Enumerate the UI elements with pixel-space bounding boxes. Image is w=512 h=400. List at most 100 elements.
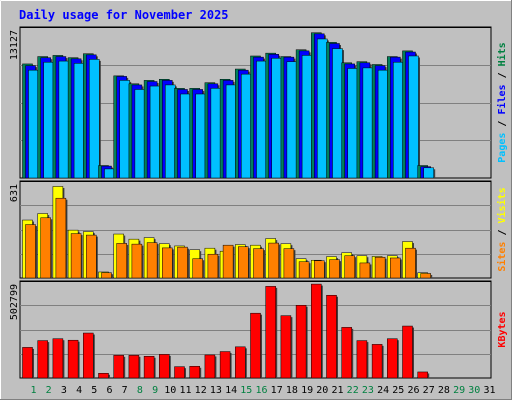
bar-pages-day-23	[362, 67, 374, 179]
bar-pages-day-20	[317, 38, 328, 179]
bar-sites-day-10	[162, 247, 173, 279]
x-tick-label: 13	[210, 385, 222, 396]
bar-sites-day-19	[298, 261, 310, 279]
bar-kbytes-day-10	[159, 354, 170, 379]
max-value-label: 631	[9, 184, 20, 202]
x-tick-label: 30	[468, 385, 480, 396]
bar-kbytes-day-26	[402, 325, 413, 379]
x-tick-label: 17	[271, 385, 283, 396]
x-tick-label: 19	[301, 385, 313, 396]
bar-pages-day-9	[149, 85, 161, 179]
x-tick-label: 27	[423, 385, 435, 396]
bar-sites-day-17	[268, 242, 279, 279]
legend-sites-visits: Sites / Visits	[496, 187, 508, 271]
bar-kbytes-day-22	[341, 327, 352, 379]
legend-entry: Sites	[496, 242, 508, 272]
legend-kbytes: KBytes	[497, 311, 508, 347]
legend-entry: Pages	[497, 133, 508, 163]
bar-pages-day-4	[73, 63, 85, 179]
bar-kbytes-day-17	[265, 286, 276, 379]
bar-kbytes-day-4	[67, 339, 79, 379]
bar-sites-day-24	[374, 256, 386, 279]
bar-sites-day-4	[70, 233, 82, 279]
bar-sites-day-16	[253, 248, 264, 279]
bar-kbytes-day-5	[83, 332, 94, 379]
bar-pages-day-12	[195, 93, 206, 179]
legend-pages-files-hits: Pages / Files / Hits	[496, 42, 508, 162]
bar-pages-day-10	[165, 84, 176, 179]
legend-entry: KBytes	[497, 311, 508, 347]
bar-kbytes-day-11	[174, 366, 185, 379]
bar-pages-day-21	[332, 48, 343, 179]
bar-pages-day-17	[271, 58, 282, 179]
legend-entry: Files	[496, 84, 508, 114]
legend-entry: Visits	[496, 187, 508, 223]
bar-pages-day-26	[408, 55, 419, 179]
bar-pages-day-13	[210, 88, 222, 179]
bar-kbytes-day-18	[280, 315, 292, 379]
max-value-label: 13127	[9, 30, 20, 60]
x-tick-label: 21	[331, 385, 343, 396]
x-tick-label: 5	[91, 385, 97, 396]
x-tick-label: 1	[30, 385, 36, 396]
bar-pages-day-14	[225, 84, 237, 179]
bar-pages-day-11	[180, 93, 191, 179]
x-tick-label: 22	[347, 385, 359, 396]
legend-separator: /	[497, 66, 508, 84]
x-tick-label: 6	[106, 385, 112, 396]
bar-sites-day-3	[55, 197, 67, 279]
bar-pages-day-6	[104, 168, 115, 179]
bar-pages-day-7	[119, 80, 130, 179]
bar-sites-day-9	[146, 242, 158, 279]
bar-sites-day-7	[116, 243, 127, 279]
bar-pages-day-18	[286, 61, 298, 179]
bar-pages-day-25	[393, 61, 404, 179]
x-tick-label: 12	[195, 385, 207, 396]
bar-pages-day-5	[89, 59, 100, 179]
x-tick-label: 9	[152, 385, 158, 396]
x-tick-label: 2	[46, 385, 52, 396]
legend-entry: Hits	[496, 42, 508, 66]
bar-pages-day-16	[256, 60, 267, 179]
bar-sites-day-8	[131, 243, 143, 279]
x-tick-label: 26	[407, 385, 419, 396]
x-tick-label: 10	[164, 385, 176, 396]
bar-kbytes-day-6	[98, 373, 109, 379]
bar-sites-day-27	[420, 273, 431, 279]
x-tick-label: 14	[225, 385, 237, 396]
chart-title: Daily usage for November 2025	[19, 8, 229, 22]
x-tick-label: 3	[61, 385, 67, 396]
bar-sites-day-14	[222, 244, 234, 279]
x-tick-label: 29	[453, 385, 465, 396]
x-tick-label: 16	[255, 385, 267, 396]
bar-kbytes-day-8	[128, 355, 140, 379]
bar-sites-day-6	[101, 272, 112, 279]
bar-sites-day-2	[40, 217, 51, 279]
x-tick-label: 20	[316, 385, 328, 396]
bar-kbytes-day-23	[356, 340, 368, 379]
bar-sites-day-20	[314, 260, 325, 279]
bar-sites-day-18	[283, 248, 295, 279]
bar-kbytes-day-25	[387, 338, 398, 379]
bar-pages-day-24	[377, 69, 389, 179]
bar-sites-day-21	[329, 259, 340, 279]
bar-sites-day-22	[344, 255, 355, 279]
bar-sites-day-23	[359, 262, 371, 279]
bar-kbytes-day-14	[219, 351, 231, 379]
bar-kbytes-day-20	[311, 283, 322, 379]
bar-kbytes-day-27	[417, 371, 428, 379]
max-value-label: 502799	[9, 284, 20, 320]
bar-kbytes-day-12	[189, 366, 200, 379]
x-tick-label: 11	[179, 385, 191, 396]
bar-pages-day-27	[423, 167, 434, 179]
legend-separator: /	[497, 223, 508, 241]
bar-sites-day-25	[390, 257, 401, 279]
bar-sites-day-26	[405, 247, 416, 279]
bar-sites-day-5	[86, 234, 97, 279]
x-tick-label: 28	[438, 385, 450, 396]
x-tick-label: 24	[377, 385, 389, 396]
bar-pages-day-2	[43, 61, 54, 179]
bar-sites-day-13	[207, 253, 219, 279]
x-tick-label: 31	[483, 385, 495, 396]
